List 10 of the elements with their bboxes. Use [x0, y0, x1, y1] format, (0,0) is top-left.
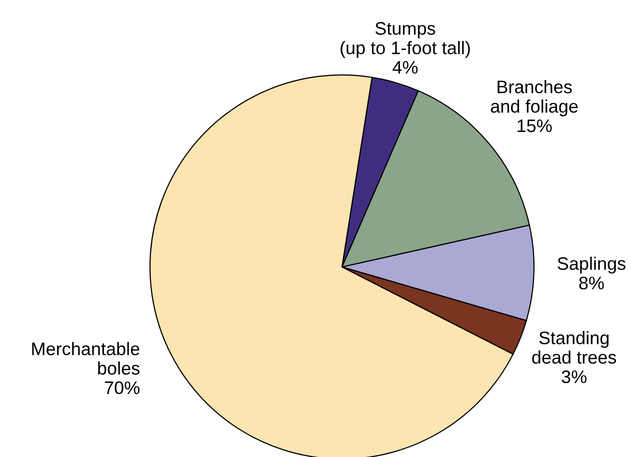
- data-label: 3%: [562, 370, 586, 384]
- slice-label: Saplings: [558, 256, 626, 274]
- data-label: 4%: [392, 61, 418, 74]
- data-label: 15%: [518, 119, 552, 132]
- slice-label: Merchantable boles: [32, 342, 140, 375]
- data-label: 8%: [579, 276, 604, 290]
- slice-label: Stumps (up to 1-foot tall): [340, 22, 470, 58]
- slice-label: Standing dead trees: [532, 331, 616, 364]
- data-label: 70%: [104, 381, 140, 394]
- slice-label: Branches and foliage: [490, 80, 578, 116]
